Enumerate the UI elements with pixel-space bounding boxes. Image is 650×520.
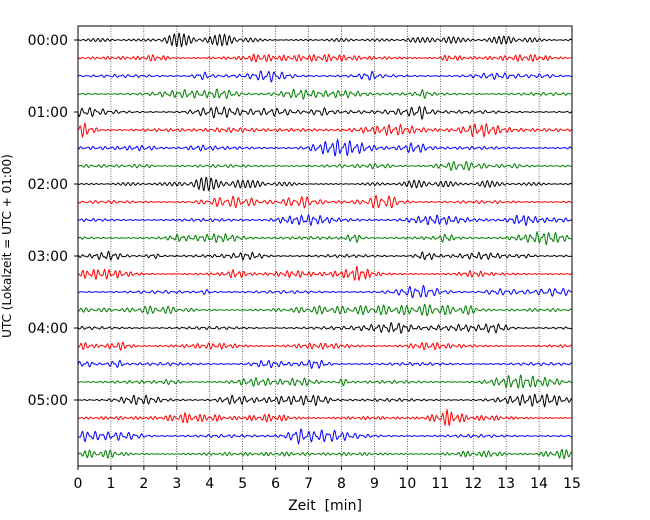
seismogram-trace — [77, 265, 573, 282]
seismogram-trace — [77, 32, 573, 48]
x-tick-label: 14 — [530, 476, 548, 492]
seismogram-trace — [77, 322, 573, 334]
x-tick-label: 10 — [398, 476, 416, 492]
x-axis-ticks: 0 1 2 3 4 5 6 7 8 9 10 11 12 13 14 15 — [74, 466, 581, 492]
seismogram-trace — [77, 284, 573, 299]
seismogram-trace — [77, 176, 573, 192]
y-tick-label: 00:00 — [28, 33, 68, 49]
x-axis-label: Zeit [min] — [288, 498, 362, 514]
plot-frame — [77, 25, 573, 467]
seismogram-trace — [77, 53, 573, 63]
x-grid — [110, 26, 540, 466]
x-tick-label: 7 — [304, 476, 313, 492]
seismogram-trace — [77, 427, 573, 446]
x-tick-label: 13 — [497, 476, 515, 492]
x-tick-label: 12 — [464, 476, 482, 492]
seismogram-trace — [77, 359, 573, 370]
seismogram-trace — [77, 341, 573, 352]
seismogram-trace — [77, 88, 573, 101]
y-axis-ticks: 00:00 01:00 02:00 03:00 04:00 05:00 — [28, 33, 78, 409]
seismogram-trace — [77, 138, 573, 158]
seismogram-trace — [77, 393, 573, 408]
x-tick-label: 6 — [271, 476, 280, 492]
seismogram-traces — [77, 32, 573, 460]
plot-background — [78, 26, 572, 466]
x-tick-label: 15 — [563, 476, 581, 492]
x-tick-label: 3 — [172, 476, 181, 492]
x-tick-label: 2 — [139, 476, 148, 492]
seismogram-trace — [77, 105, 573, 121]
y-tick-label: 05:00 — [28, 393, 68, 409]
x-tick-label: 5 — [238, 476, 247, 492]
seismogram-trace — [77, 214, 573, 227]
seismogram-trace — [77, 194, 572, 209]
x-tick-label: 0 — [74, 476, 83, 492]
seismogram-trace — [77, 160, 573, 172]
x-tick-label: 8 — [337, 476, 346, 492]
seismogram-trace — [77, 448, 573, 460]
seismogram-trace — [77, 122, 573, 139]
y-tick-label: 01:00 — [28, 105, 68, 121]
y-tick-label: 04:00 — [28, 321, 68, 337]
y-tick-label: 02:00 — [28, 177, 68, 193]
x-tick-label: 9 — [370, 476, 379, 492]
x-tick-label: 1 — [106, 476, 115, 492]
seismogram-trace — [77, 408, 573, 427]
seismogram-trace — [77, 250, 573, 261]
seismogram-trace — [77, 374, 573, 389]
seismogram-trace — [77, 230, 573, 246]
seismogram-trace — [77, 70, 573, 83]
y-tick-label: 03:00 — [28, 249, 68, 265]
y-axis-label: UTC (Lokalzeit = UTC + 01:00) — [0, 154, 14, 338]
seismogram-trace — [77, 303, 573, 317]
x-tick-label: 11 — [431, 476, 449, 492]
x-tick-label: 4 — [205, 476, 214, 492]
